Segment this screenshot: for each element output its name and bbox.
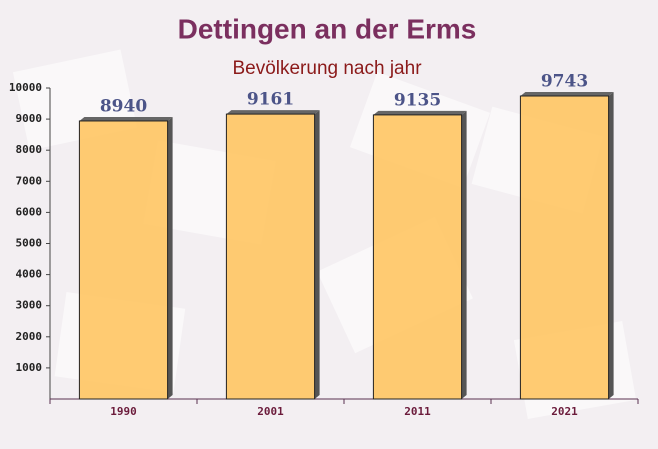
chart-title: Dettingen an der Erms [178, 13, 477, 44]
bar-shadow [79, 116, 173, 121]
data-label: 8940 [100, 96, 147, 116]
y-tick-label: 2000 [16, 330, 43, 343]
y-tick-label: 7000 [16, 174, 43, 187]
bar [372, 114, 463, 400]
x-tick-label: 2001 [257, 405, 284, 418]
y-tick-label: 10000 [9, 81, 42, 94]
bar-shadow [167, 116, 173, 399]
bar [78, 120, 169, 400]
data-label: 9743 [541, 71, 588, 91]
x-tick-label: 2021 [551, 405, 578, 418]
bar-shadow [608, 91, 614, 399]
bar-shadow [373, 110, 467, 115]
bar [225, 113, 316, 400]
data-label: 9135 [394, 90, 441, 110]
y-tick-label: 4000 [16, 268, 43, 281]
y-tick-label: 6000 [16, 205, 43, 218]
y-tick-label: 1000 [16, 361, 43, 374]
bar-shadow [520, 91, 614, 96]
bar-shadow [314, 110, 320, 400]
bar [519, 95, 610, 400]
data-label: 9161 [247, 90, 294, 110]
y-tick-label: 9000 [16, 112, 43, 125]
y-tick-label: 3000 [16, 299, 43, 312]
y-tick-label: 8000 [16, 143, 43, 156]
chart-subtitle: Bevölkerung nach jahr [232, 58, 422, 79]
x-tick-label: 2011 [404, 405, 431, 418]
bar-shadow [226, 110, 320, 115]
x-tick-label: 1990 [110, 405, 137, 418]
bar-shadow [461, 110, 467, 400]
y-tick-label: 5000 [16, 237, 43, 250]
